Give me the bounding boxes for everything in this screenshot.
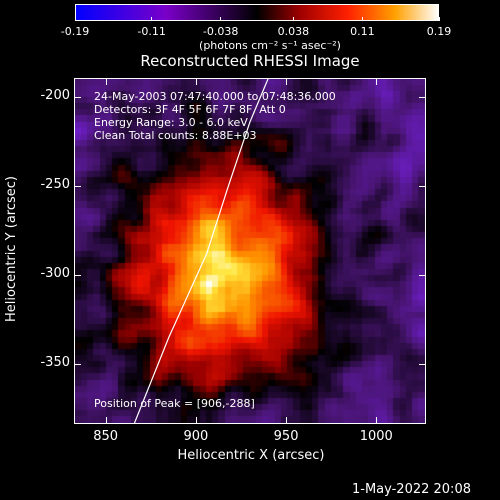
- annotation-energy: Energy Range: 3.0 - 6.0 keV: [94, 116, 248, 129]
- y-tick-mark: [75, 96, 81, 98]
- annotation-clean: Clean Total counts: 8.88E+03: [94, 129, 257, 142]
- x-tick-label: 950: [273, 429, 299, 444]
- y-tick-label: -300: [40, 266, 70, 282]
- y-tick-mark: [75, 185, 81, 187]
- plot-title: Reconstructed RHESSI Image: [140, 52, 360, 70]
- datestamp: 1-May-2022 20:08: [352, 482, 471, 497]
- colorbar-tick-mark: [361, 17, 363, 21]
- x-axis-label: Heliocentric X (arcsec): [177, 448, 325, 463]
- colorbar-tick-label: 0.11: [350, 25, 375, 38]
- heatmap-image: [75, 79, 425, 423]
- x-tick-label: 1000: [359, 429, 393, 444]
- colorbar-tick-label: -0.038: [202, 25, 239, 38]
- x-tick-mark: [105, 417, 107, 423]
- y-tick-mark: [75, 275, 81, 277]
- colorbar-tick-mark: [151, 17, 153, 21]
- x-tick-mark: [376, 79, 378, 85]
- x-tick-mark: [195, 417, 197, 423]
- colorbar-tick-label: 0.19: [426, 25, 452, 38]
- y-tick-mark: [419, 364, 425, 366]
- colorbar-tick-label: -0.19: [60, 25, 90, 38]
- colorbar: [75, 4, 439, 21]
- y-tick-label: -200: [40, 87, 70, 103]
- colorbar-tick-mark: [220, 17, 222, 21]
- colorbar-gradient: [75, 4, 439, 21]
- x-tick-label: 850: [93, 429, 119, 444]
- x-tick-mark: [286, 417, 288, 423]
- colorbar-tick-mark: [74, 17, 76, 21]
- x-tick-mark: [376, 417, 378, 423]
- x-tick-label: 900: [183, 429, 209, 444]
- y-tick-label: -250: [40, 176, 70, 192]
- solar-limb: [133, 79, 269, 423]
- colorbar-unit: (photons cm⁻² s⁻¹ asec⁻²): [199, 39, 341, 52]
- colorbar-tick-mark: [438, 17, 440, 21]
- limb-line: [133, 79, 269, 423]
- y-tick-mark: [75, 364, 81, 366]
- y-tick-mark: [419, 185, 425, 187]
- annotation-time: 24-May-2003 07:47:40.000 to 07:48:36.000: [94, 90, 336, 103]
- x-tick-mark: [195, 79, 197, 85]
- colorbar-tick-label: -0.11: [137, 25, 166, 38]
- colorbar-tick-mark: [292, 17, 294, 21]
- y-axis-label: Heliocentric Y (arcsec): [4, 176, 19, 322]
- x-tick-mark: [286, 79, 288, 85]
- y-tick-mark: [419, 275, 425, 277]
- y-tick-label: -350: [40, 355, 70, 371]
- y-tick-mark: [419, 96, 425, 98]
- x-tick-mark: [105, 79, 107, 85]
- colorbar-tick-label: 0.038: [277, 25, 310, 38]
- annotation-detectors: Detectors: 3F 4F 5F 6F 7F 8F, Att 0: [94, 103, 286, 116]
- annotation-peak: Position of Peak = [906,-288]: [94, 397, 255, 410]
